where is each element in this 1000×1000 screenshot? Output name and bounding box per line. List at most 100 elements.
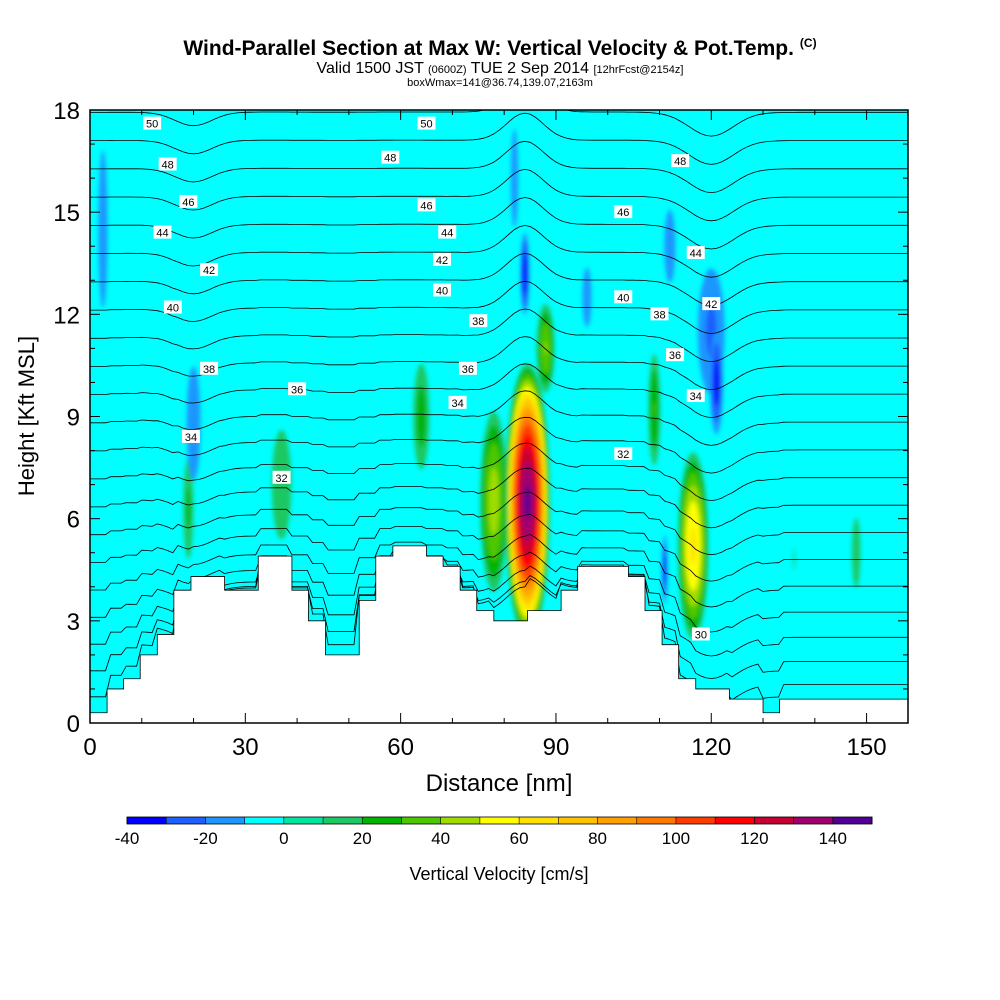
isentrope-label: 38: [653, 309, 665, 321]
isentrope-line: [90, 168, 908, 222]
isentrope-line: [90, 308, 908, 363]
isentrope-label: 40: [617, 292, 629, 304]
isentrope-label-bg: [469, 314, 488, 328]
colorbar-swatch: [205, 817, 246, 824]
y-tick-label: 9: [67, 405, 80, 432]
isentrope-line: [90, 390, 908, 446]
copyright-mark: (C): [799, 36, 817, 50]
isentrope-label-bg: [417, 116, 436, 130]
y-tick-label: 0: [67, 711, 80, 738]
isentrope-label-bg: [614, 290, 633, 304]
x-tick-label: 150: [847, 734, 887, 761]
isentrope-label: 32: [275, 473, 287, 485]
colorbar-swatch: [127, 817, 167, 824]
zulu-time: (0600Z): [428, 64, 467, 76]
isentrope-label-bg: [614, 446, 633, 460]
isentrope-label-bg: [158, 157, 177, 171]
isentrope-label-bg: [671, 154, 690, 168]
plot-area: 50 50 48 48 48 46 46 46 44 44 44 42 42 42 40 40 40 38 38 38…: [90, 110, 908, 723]
isentrope-line: [90, 336, 908, 391]
isentrope-label-bg: [272, 470, 291, 484]
isentrope-label: 34: [185, 432, 197, 444]
isentrope-label: 30: [695, 629, 707, 641]
isentrope-line: [90, 551, 908, 633]
isentrope-label-bg: [417, 198, 436, 212]
colorbar-swatch: [793, 817, 834, 824]
isentrope-label-bg: [448, 395, 467, 409]
velocity-contour: [522, 251, 528, 296]
isentrope-label: 40: [167, 303, 179, 315]
box-info: boxWmax=141@36.74,139.07,2163m: [407, 77, 593, 89]
isentrope-label: 34: [690, 391, 702, 403]
isentrope-label-bg: [143, 116, 162, 130]
x-tick-label: 90: [543, 734, 570, 761]
isentrope-line: [90, 416, 908, 474]
isentrope-label: 46: [420, 200, 432, 212]
isentrope-labels: 50 50 48 48 48 46 46 46 44 44 44 42 42 42 40 40 40 38 38 38…: [143, 116, 721, 641]
x-tick-label: 120: [691, 734, 731, 761]
colorbar-tick-label: 20: [353, 829, 372, 848]
isentrope-label-bg: [686, 389, 705, 403]
isentrope-label-bg: [200, 263, 219, 277]
isentrope-label-bg: [691, 627, 710, 641]
colorbar-swatch: [166, 817, 206, 824]
isentrope-label-bg: [153, 225, 172, 239]
colorbar-tick-label: 40: [431, 829, 450, 848]
colorbar-tick-label: 0: [279, 829, 288, 848]
velocity-contour: [664, 209, 676, 283]
isentrope-label-bg: [179, 194, 198, 208]
colorbar-tick-label: -20: [193, 829, 218, 848]
isentrope-label: 38: [472, 316, 484, 328]
isentrope-label: 34: [451, 398, 463, 410]
forecast-info: [12hrFcst@2154z]: [593, 64, 684, 76]
colorbar-swatch: [675, 817, 716, 824]
isentrope-label: 40: [436, 285, 448, 297]
velocity-contour: [653, 401, 656, 418]
colorbar-swatch: [244, 817, 285, 824]
isentrope-label: 48: [674, 156, 686, 168]
isentrope-line: [90, 363, 908, 419]
colorbar-swatch: [440, 817, 481, 824]
velocity-contour: [98, 150, 108, 308]
isentrope-label: 36: [669, 350, 681, 362]
isentrope-label-bg: [458, 361, 477, 375]
isentrope-line: [90, 280, 908, 334]
terrain: [90, 545, 908, 723]
isentrope-line: [90, 225, 908, 278]
isentrope-label: 36: [291, 384, 303, 396]
velocity-contour: [271, 430, 292, 540]
isentrope-line: [90, 467, 908, 529]
colorbar-swatch: [323, 817, 363, 824]
isentrope-line: [90, 197, 908, 250]
isentrope-label-bg: [200, 361, 219, 375]
isentrope-line: [90, 140, 908, 194]
velocity-contour: [186, 366, 201, 481]
colorbar-tick-label: 100: [662, 829, 690, 848]
isentrope-label: 44: [690, 248, 702, 260]
x-tick-label: 60: [387, 734, 414, 761]
isentrope-lines: [90, 110, 908, 701]
colorbar-label: Vertical Velocity [cm/s]: [409, 864, 588, 884]
isentrope-line: [90, 513, 908, 582]
colorbar-tick-label: 80: [588, 829, 607, 848]
isentrope-line: [90, 491, 908, 556]
isentrope-label: 42: [705, 299, 717, 311]
colorbar-tick-label: -40: [115, 829, 140, 848]
isentrope-label: 44: [441, 228, 453, 240]
colorbar-swatch: [558, 817, 599, 824]
isentrope-label-bg: [181, 429, 200, 443]
isentrope-label-bg: [686, 246, 705, 260]
colorbar-swatch: [636, 817, 677, 824]
isentrope-line: [90, 442, 908, 502]
isentrope-line: [90, 546, 908, 701]
isentrope-label: 32: [617, 449, 629, 461]
isentrope-label-bg: [433, 252, 452, 266]
isentrope-label: 48: [384, 153, 396, 165]
isentrope-label: 44: [156, 228, 168, 240]
colorbar-tick-label: 60: [510, 829, 529, 848]
y-tick-label: 3: [67, 609, 80, 636]
velocity-contour: [713, 359, 720, 406]
isentrope-label: 46: [617, 207, 629, 219]
valid-time: Valid 1500 JST: [316, 60, 424, 77]
